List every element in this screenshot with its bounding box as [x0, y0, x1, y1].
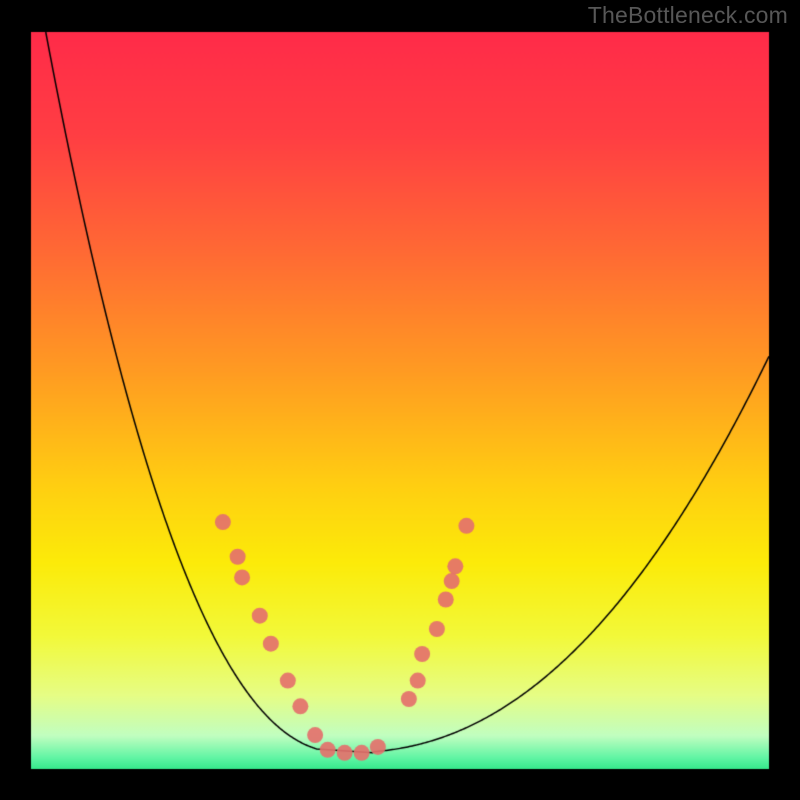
chart-canvas [0, 0, 800, 800]
chart-stage: TheBottleneck.com [0, 0, 800, 800]
watermark-text: TheBottleneck.com [588, 2, 788, 29]
